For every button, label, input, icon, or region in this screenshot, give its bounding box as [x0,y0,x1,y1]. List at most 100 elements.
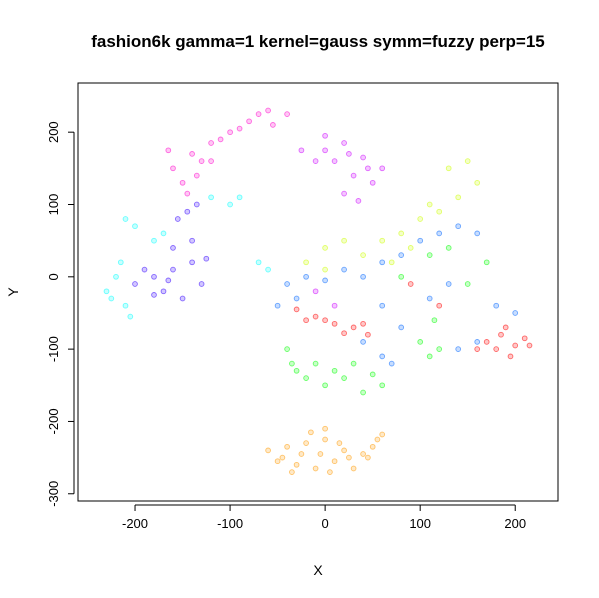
data-point [426,353,433,360]
data-point [474,339,481,345]
x-tick-label: 100 [409,516,431,531]
data-point [193,201,200,208]
x-tick-label: 200 [504,516,526,531]
data-point [312,313,319,320]
data-point [236,125,243,132]
data-point [445,165,452,172]
data-point [369,443,376,450]
data-point [331,302,338,309]
x-axis-label: X [313,562,323,578]
data-point [474,230,481,237]
data-point [198,281,205,287]
data-point [284,346,290,352]
data-point [417,237,424,244]
data-point [346,454,352,461]
data-point [170,245,176,251]
data-point [246,118,252,125]
x-tick-label: 0 [322,516,329,531]
data-point [341,330,347,337]
data-point [455,223,462,230]
data-point [360,451,366,457]
data-point [189,259,195,266]
data-point [165,147,172,154]
data-point [189,151,195,157]
data-point [521,335,528,342]
data-point [193,172,200,179]
data-point [108,295,115,302]
data-point [208,158,214,164]
data-point [365,454,371,461]
data-point [303,317,309,324]
data-point [170,266,176,273]
data-point [507,353,514,360]
data-point [379,165,386,172]
data-point [341,190,347,197]
data-point [407,281,414,287]
data-point [270,122,276,128]
data-point [350,360,357,367]
data-point [170,165,176,172]
data-point [436,346,443,352]
data-point [127,313,134,320]
chart-title: fashion6k gamma=1 kernel=gauss symm=fuzz… [91,32,545,51]
y-tick-label: 100 [46,194,61,216]
data-point [303,440,309,446]
data-point [327,469,333,475]
data-point [255,111,262,117]
data-point [160,230,167,237]
data-point [483,339,490,345]
y-axis: -300 -200 -100 0 100 200 [46,121,75,507]
data-point [303,273,309,280]
data-point [208,140,214,146]
data-point [289,469,295,475]
data-point [360,252,366,258]
data-point [189,237,195,244]
data-point [322,266,328,273]
data-point [398,324,405,331]
data-point [298,451,305,457]
data-points [103,107,533,475]
data-point [331,367,338,374]
data-point [350,172,357,179]
data-point [341,266,347,273]
data-point [398,273,405,280]
data-point [474,179,481,186]
data-point [265,107,271,114]
data-point [379,259,386,266]
data-point [293,461,300,468]
data-point [303,375,309,381]
data-point [445,281,452,287]
data-point [455,346,462,352]
data-point [322,147,328,154]
data-point [341,447,347,454]
data-point [474,346,481,352]
data-point [308,429,314,436]
data-point [151,292,157,298]
data-point [455,194,462,201]
data-point [493,346,500,352]
data-point [274,458,281,465]
data-point [369,371,376,378]
data-point [141,266,148,273]
data-point [312,465,319,472]
data-point [346,151,352,157]
data-point [303,259,309,266]
data-point [407,245,414,251]
data-point [512,310,519,316]
data-point [379,353,386,360]
x-axis: -200 -100 0 100 200 [122,504,526,531]
data-point [374,436,381,443]
data-point [217,136,224,143]
y-tick-label: -300 [46,481,61,507]
y-tick-label: -200 [46,408,61,434]
data-point [103,288,110,295]
data-point [379,237,386,244]
data-point [132,223,138,230]
data-point [322,382,328,389]
data-point [355,198,362,204]
data-point [436,208,443,215]
data-point [436,230,443,237]
data-point [322,317,328,324]
data-point [502,324,509,331]
data-point [417,216,424,222]
